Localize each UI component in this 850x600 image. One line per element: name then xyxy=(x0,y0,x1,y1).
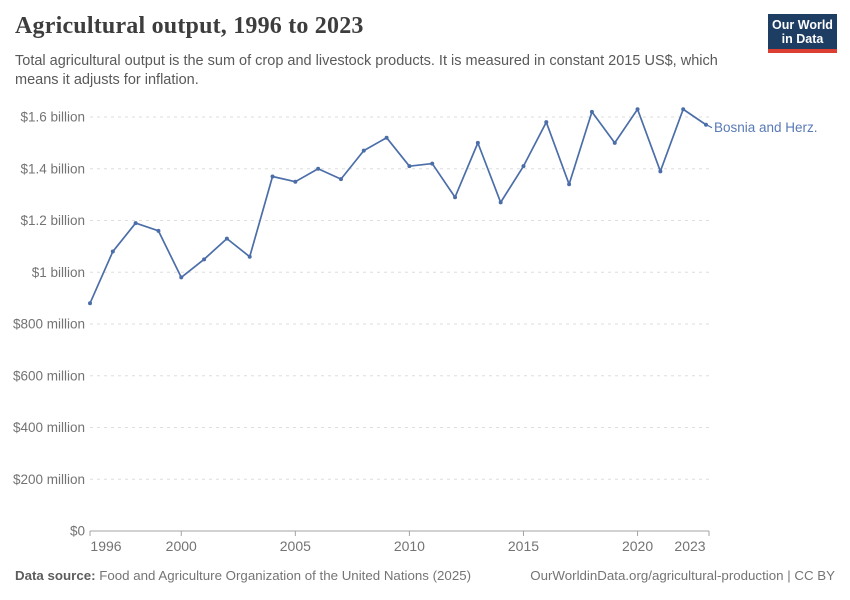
data-source-text: Food and Agriculture Organization of the… xyxy=(95,568,472,583)
data-point[interactable] xyxy=(612,140,617,145)
data-point[interactable] xyxy=(202,257,207,262)
data-point[interactable] xyxy=(430,161,435,166)
data-point[interactable] xyxy=(384,135,389,140)
data-point[interactable] xyxy=(293,179,298,184)
chart-footer: Data source: Food and Agriculture Organi… xyxy=(15,568,835,583)
y-axis-tick-label: $1 billion xyxy=(32,265,85,280)
x-axis-tick-label: 2023 xyxy=(674,538,705,554)
data-point[interactable] xyxy=(247,254,252,259)
data-point[interactable] xyxy=(407,164,412,169)
subtitle-line-1: Total agricultural output is the sum of … xyxy=(15,53,718,69)
y-axis-tick-label: $1.4 billion xyxy=(20,161,85,176)
data-point[interactable] xyxy=(110,249,115,254)
data-source-label: Data source: xyxy=(15,568,96,583)
x-axis-tick-label: 2020 xyxy=(622,538,653,554)
subtitle-line-2: means it adjusts for inflation. xyxy=(15,72,199,88)
y-axis-tick-label: $0 xyxy=(70,524,85,539)
x-axis-tick-label: 2000 xyxy=(166,538,197,554)
data-point[interactable] xyxy=(704,122,708,127)
owid-logo[interactable]: Our World in Data xyxy=(768,14,837,53)
data-point[interactable] xyxy=(133,221,138,226)
data-point[interactable] xyxy=(567,182,572,187)
data-point[interactable] xyxy=(316,166,321,171)
data-point[interactable] xyxy=(361,148,366,153)
data-point[interactable] xyxy=(658,169,663,174)
data-point[interactable] xyxy=(156,228,161,233)
data-point[interactable] xyxy=(338,177,343,182)
x-axis-tick-label: 1996 xyxy=(90,538,121,554)
data-point[interactable] xyxy=(498,200,503,205)
chart-subtitle: Total agricultural output is the sum of … xyxy=(15,52,760,90)
data-point[interactable] xyxy=(635,107,640,112)
page-title: Agricultural output, 1996 to 2023 xyxy=(15,13,364,39)
data-point[interactable] xyxy=(475,140,480,145)
data-point[interactable] xyxy=(521,164,526,169)
data-point[interactable] xyxy=(88,301,92,306)
x-axis-tick-label: 2015 xyxy=(508,538,539,554)
x-axis-tick-label: 2005 xyxy=(280,538,311,554)
logo-line-1: Our World xyxy=(772,17,833,32)
y-axis-tick-label: $800 million xyxy=(13,317,85,332)
data-point[interactable] xyxy=(179,275,184,280)
data-point[interactable] xyxy=(681,107,686,112)
y-axis-tick-label: $200 million xyxy=(13,472,85,487)
data-point[interactable] xyxy=(589,109,594,114)
y-axis-tick-label: $600 million xyxy=(13,368,85,383)
owid-license-link[interactable]: OurWorldinData.org/agricultural-producti… xyxy=(530,568,835,583)
y-axis-tick-label: $1.2 billion xyxy=(20,213,85,228)
x-axis-tick-label: 2010 xyxy=(394,538,425,554)
data-point[interactable] xyxy=(224,236,229,241)
series-label-connector xyxy=(707,124,713,129)
data-line[interactable] xyxy=(89,108,707,305)
series-label[interactable]: Bosnia and Herz. xyxy=(714,120,818,135)
y-axis-tick-label: $1.6 billion xyxy=(20,110,85,125)
data-point[interactable] xyxy=(270,174,275,179)
data-source-note: Data source: Food and Agriculture Organi… xyxy=(15,568,471,583)
y-axis-tick-label: $400 million xyxy=(13,420,85,435)
data-point[interactable] xyxy=(544,120,549,125)
data-point[interactable] xyxy=(453,195,458,200)
logo-line-2: in Data xyxy=(781,31,824,46)
